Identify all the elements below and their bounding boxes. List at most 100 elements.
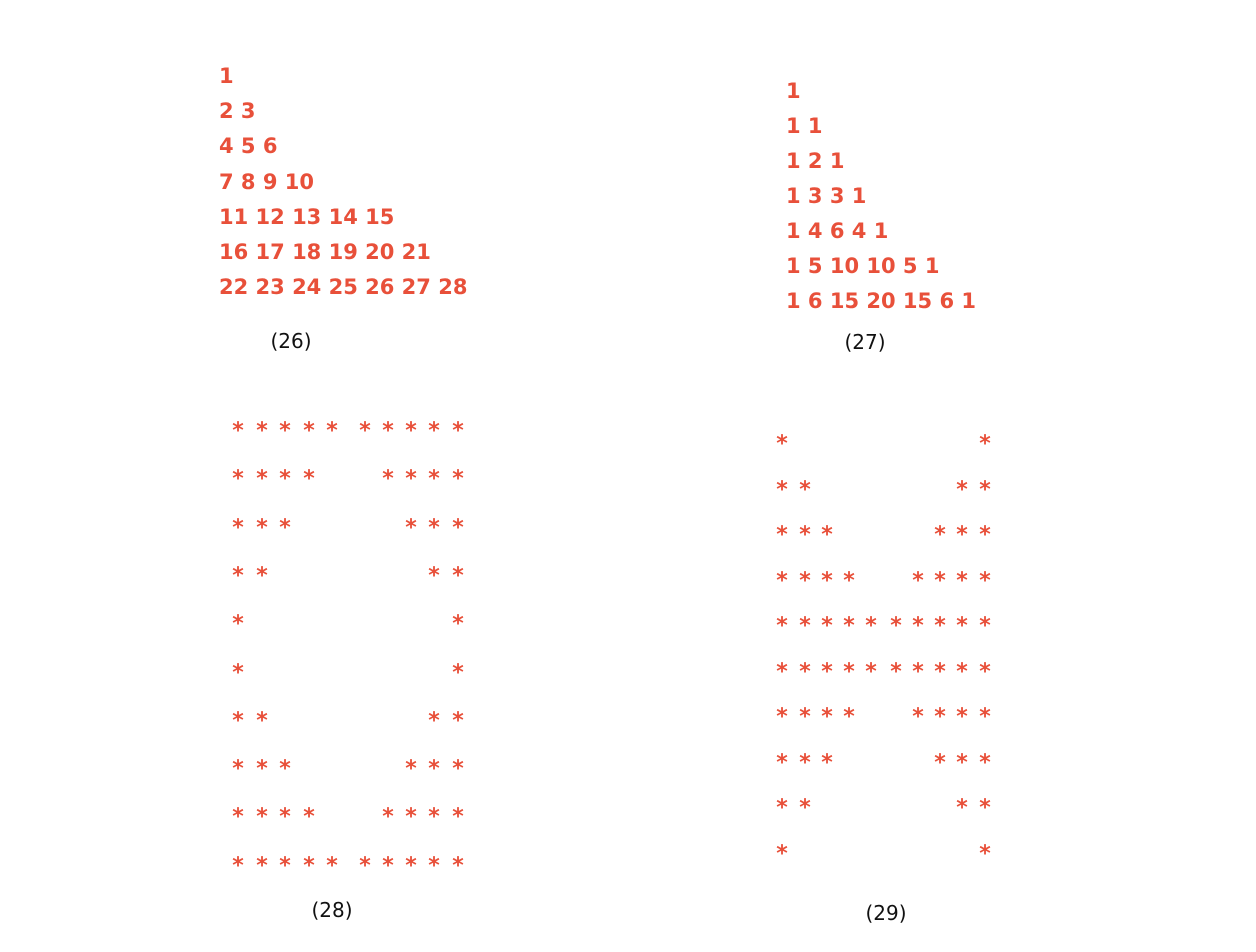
star-mark: * — [428, 514, 440, 540]
star-mark: * — [776, 431, 788, 457]
pattern-row: 1 4 6 4 1 — [786, 219, 889, 243]
pattern-row: 4 5 6 — [219, 134, 278, 159]
star-mark: * — [979, 658, 991, 684]
star-mark: * — [799, 795, 811, 821]
star-mark: * — [232, 852, 244, 878]
star-mark: * — [843, 613, 855, 639]
star-mark: * — [303, 418, 315, 444]
star-mark: * — [979, 704, 991, 730]
star-mark: * — [382, 418, 394, 444]
star-mark: * — [776, 522, 788, 548]
star-mark: * — [326, 852, 338, 878]
star-mark: * — [956, 522, 968, 548]
star-mark: * — [890, 658, 902, 684]
star-mark: * — [359, 852, 371, 878]
star-mark: * — [232, 514, 244, 540]
star-mark: * — [452, 418, 464, 444]
star-mark: * — [256, 804, 268, 830]
star-mark: * — [934, 704, 946, 730]
star-mark: * — [890, 613, 902, 639]
star-mark: * — [799, 613, 811, 639]
star-mark: * — [934, 567, 946, 593]
star-mark: * — [256, 418, 268, 444]
star-mark: * — [279, 756, 291, 782]
star-mark: * — [428, 708, 440, 734]
star-mark: * — [452, 852, 464, 878]
star-mark: * — [956, 567, 968, 593]
star-mark: * — [452, 514, 464, 540]
star-mark: * — [326, 418, 338, 444]
star-mark: * — [359, 418, 371, 444]
star-mark: * — [799, 567, 811, 593]
pattern-row: 1 5 10 10 5 1 — [786, 254, 940, 278]
star-mark: * — [232, 418, 244, 444]
pattern-row: 1 1 — [786, 114, 823, 138]
pattern-row: 16 17 18 19 20 21 — [219, 240, 431, 264]
star-mark: * — [979, 431, 991, 457]
star-mark: * — [979, 795, 991, 821]
star-mark: * — [256, 756, 268, 782]
caption-26: (26) — [270, 329, 312, 353]
star-mark: * — [232, 466, 244, 492]
star-mark: * — [232, 563, 244, 589]
star-mark: * — [428, 466, 440, 492]
pattern-row: 1 — [786, 79, 801, 103]
star-mark: * — [232, 611, 244, 637]
star-mark: * — [979, 476, 991, 502]
star-mark: * — [428, 852, 440, 878]
star-mark: * — [979, 840, 991, 866]
star-mark: * — [279, 466, 291, 492]
star-mark: * — [821, 522, 833, 548]
pattern-row: 1 3 3 1 — [786, 184, 867, 208]
pattern-row: 1 — [219, 64, 234, 88]
caption-28: (28) — [311, 898, 353, 922]
star-mark: * — [776, 840, 788, 866]
star-mark: * — [256, 852, 268, 878]
star-mark: * — [405, 756, 417, 782]
star-mark: * — [279, 418, 291, 444]
star-mark: * — [843, 567, 855, 593]
pattern-row: 11 12 13 14 15 — [219, 204, 395, 229]
star-mark: * — [979, 749, 991, 775]
star-mark: * — [256, 563, 268, 589]
star-mark: * — [405, 466, 417, 492]
star-mark: * — [821, 704, 833, 730]
star-mark: * — [452, 756, 464, 782]
star-mark: * — [452, 659, 464, 685]
star-mark: * — [776, 613, 788, 639]
star-mark: * — [382, 466, 394, 492]
star-mark: * — [382, 852, 394, 878]
star-mark: * — [979, 522, 991, 548]
star-mark: * — [799, 476, 811, 502]
star-mark: * — [934, 658, 946, 684]
star-mark: * — [956, 613, 968, 639]
pattern-row: 22 23 24 25 26 27 28 — [219, 275, 468, 300]
star-mark: * — [232, 756, 244, 782]
star-mark: * — [821, 658, 833, 684]
star-mark: * — [956, 749, 968, 775]
star-mark: * — [452, 708, 464, 734]
star-mark: * — [428, 563, 440, 589]
star-mark: * — [405, 852, 417, 878]
star-mark: * — [912, 704, 924, 730]
star-mark: * — [843, 658, 855, 684]
star-mark: * — [956, 795, 968, 821]
star-mark: * — [821, 613, 833, 639]
star-mark: * — [303, 466, 315, 492]
star-mark: * — [452, 611, 464, 637]
star-mark: * — [405, 514, 417, 540]
star-mark: * — [256, 466, 268, 492]
star-mark: * — [956, 476, 968, 502]
pattern-row: 7 8 9 10 — [219, 169, 314, 194]
star-mark: * — [232, 708, 244, 734]
star-mark: * — [956, 658, 968, 684]
star-mark: * — [776, 795, 788, 821]
star-mark: * — [799, 749, 811, 775]
star-mark: * — [865, 658, 877, 684]
star-mark: * — [934, 749, 946, 775]
star-mark: * — [232, 659, 244, 685]
star-mark: * — [776, 658, 788, 684]
star-mark: * — [956, 704, 968, 730]
star-mark: * — [279, 514, 291, 540]
star-mark: * — [979, 613, 991, 639]
